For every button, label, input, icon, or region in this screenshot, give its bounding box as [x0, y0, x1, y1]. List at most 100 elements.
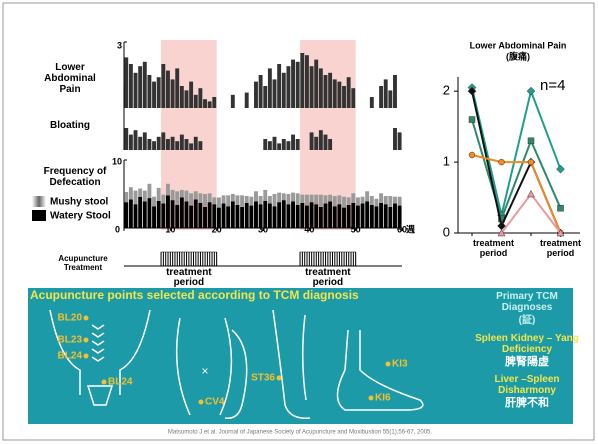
x-mark: × [201, 364, 208, 378]
bar [393, 128, 397, 150]
stacked-bar [314, 204, 318, 228]
stacked-bar [166, 195, 170, 228]
stacked-bar [203, 194, 207, 207]
stacked-bar [124, 192, 128, 202]
stacked-bar [138, 197, 142, 228]
acupoint-label: BL24 [108, 377, 133, 388]
stacked-bar [328, 195, 332, 202]
stacked-bar [305, 195, 309, 206]
bar [282, 139, 286, 150]
stacked-bar [282, 200, 286, 228]
stacked-bar [300, 203, 304, 228]
acupoint [277, 376, 282, 381]
citation: Matsumoto J et al. Journal of Japanese S… [168, 430, 432, 436]
y-tick-label: 10 [112, 156, 122, 166]
stacked-bar [356, 197, 360, 205]
stacked-bar [138, 189, 142, 197]
bar [185, 139, 189, 150]
stacked-bar [291, 193, 295, 202]
stacked-bar [324, 204, 328, 228]
bar [147, 75, 151, 108]
stacked-bar [337, 195, 341, 204]
bar [152, 141, 156, 150]
stacked-bar [296, 193, 300, 205]
bar [171, 137, 175, 150]
stacked-bar [157, 188, 161, 201]
stacked-bar [268, 196, 272, 203]
stacked-bar [342, 197, 346, 208]
bar [286, 66, 290, 108]
stacked-bar [259, 204, 263, 228]
stacked-bar [212, 197, 216, 204]
diag-en: Liver –Spleen Disharmony [475, 374, 579, 396]
bar [277, 64, 281, 108]
acupoint [386, 362, 391, 367]
stacked-bar [198, 193, 202, 203]
stacked-bar [356, 206, 360, 228]
stacked-bar [398, 206, 402, 228]
stacked-bar [300, 195, 304, 203]
diag-cn: 肝脾不和 [475, 398, 579, 409]
stacked-bar [314, 195, 318, 205]
stacked-bar [180, 190, 184, 197]
stacked-bar [143, 201, 147, 228]
bar [268, 141, 272, 150]
bar [143, 62, 147, 108]
bar [166, 139, 170, 150]
panel-label: Frequency of Defecation [30, 166, 120, 188]
acupoint-label: KI6 [375, 393, 391, 404]
stacked-bar [171, 190, 175, 200]
bar [328, 139, 332, 150]
bar [263, 86, 267, 108]
bar [291, 135, 295, 150]
bar [180, 86, 184, 108]
y-tick-label: 3 [117, 40, 122, 50]
bar [259, 75, 263, 108]
x-tick-label: treatment period [464, 238, 524, 258]
stacked-bar [147, 198, 151, 228]
bar [134, 73, 138, 108]
stacked-bar [296, 205, 300, 228]
stacked-bar [129, 187, 133, 199]
stacked-bar [245, 196, 249, 203]
bar [157, 137, 161, 150]
stacked-bar [370, 196, 374, 205]
line-subtitle: (腹痛) [506, 50, 530, 61]
bar [245, 93, 249, 108]
stacked-bar [379, 193, 383, 203]
stacked-bar [333, 206, 337, 228]
stacked-bar [305, 206, 309, 228]
stacked-bar [319, 195, 323, 207]
slide: × Acupuncture points selected according … [0, 0, 598, 444]
stacked-bar [152, 197, 156, 207]
panel-title: Acupuncture points selected according to… [30, 288, 359, 302]
stacked-bar [384, 204, 388, 228]
stacked-bar [222, 204, 226, 228]
stacked-bar [342, 208, 346, 228]
bar [273, 79, 277, 108]
stacked-bar [347, 205, 351, 228]
bar [342, 86, 346, 108]
bar [143, 132, 147, 150]
acupoint [84, 316, 89, 321]
legend-label: Mushy stool [50, 197, 109, 208]
stacked-bar [161, 204, 165, 228]
stacked-bar [291, 201, 295, 228]
stacked-bar [194, 199, 198, 228]
stacked-bar [310, 195, 314, 202]
acupoint-label: KI3 [392, 359, 408, 370]
diag-title: Primary TCM Diagnoses [482, 291, 572, 313]
bar [212, 97, 216, 108]
x-tick-label: treatment period [531, 238, 591, 258]
stacked-bar [161, 195, 165, 204]
stacked-bar [273, 206, 277, 228]
bar [273, 137, 277, 150]
stacked-bar [226, 206, 230, 228]
acupoint-label: ST36 [251, 373, 275, 384]
panel-label: Lower Abdominal Pain [40, 62, 100, 95]
stacked-bar [231, 201, 235, 228]
stacked-bar [361, 197, 365, 204]
marker [528, 138, 534, 144]
bar [254, 82, 258, 108]
panel-label: Bloating [40, 120, 100, 131]
